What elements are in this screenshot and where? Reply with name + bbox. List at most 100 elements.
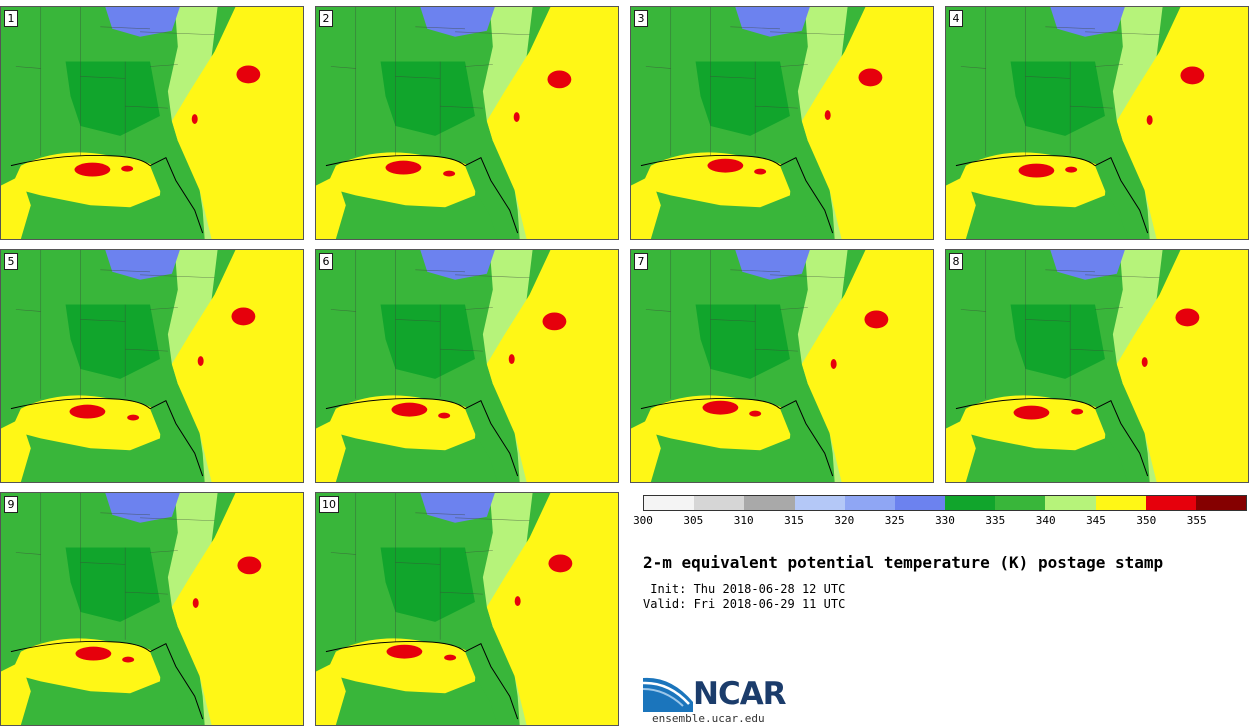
warm-gulf-region <box>10 638 162 694</box>
hot-spot <box>231 307 256 326</box>
colorbar-tick: 320 <box>834 514 855 527</box>
high-theta-e-land-region <box>1010 61 1105 136</box>
stamp-panel-1: 1 <box>0 6 304 240</box>
colorbar <box>643 495 1247 511</box>
state-border <box>149 550 178 553</box>
init-time: Init: Thu 2018-06-28 12 UTC <box>643 582 846 596</box>
warm-atlantic-region <box>171 493 303 725</box>
hot-spot <box>864 310 889 329</box>
coastline <box>779 400 834 477</box>
florida-peninsula <box>150 400 203 482</box>
florida-peninsula <box>780 400 833 482</box>
warm-southwest-region <box>946 418 976 482</box>
warm-southwest-region <box>316 175 346 239</box>
hot-spot <box>702 400 739 415</box>
state-border <box>440 348 483 352</box>
stamp-number: 9 <box>4 496 18 513</box>
state-border <box>464 550 493 553</box>
hot-spot <box>121 165 134 172</box>
gulf-coastline <box>10 154 151 167</box>
state-border <box>455 274 530 279</box>
hot-spot <box>1175 308 1200 327</box>
stamp-panel-3: 3 <box>630 6 934 240</box>
state-border <box>140 31 215 36</box>
colorbar-tick: 305 <box>683 514 704 527</box>
state-border <box>779 64 808 67</box>
coastline <box>464 400 519 477</box>
hot-spot <box>391 402 428 417</box>
state-border <box>1085 274 1160 279</box>
high-theta-e-land-region <box>695 61 790 136</box>
stamp-number: 3 <box>634 10 648 27</box>
ensemble-map <box>1 493 303 725</box>
coastline <box>464 643 519 720</box>
warm-gulf-region <box>325 152 477 208</box>
state-border <box>395 319 441 322</box>
state-border <box>440 105 483 109</box>
state-border <box>415 512 466 516</box>
ensemble-map <box>631 250 933 482</box>
stamp-panel-6: 6 <box>315 249 619 483</box>
hot-spot <box>542 312 567 331</box>
state-border <box>100 269 151 273</box>
warm-gulf-region <box>640 395 792 451</box>
state-border <box>1070 348 1113 352</box>
state-border <box>1070 105 1113 109</box>
colorbar-tick: 340 <box>1035 514 1056 527</box>
colorbar-segment <box>694 496 745 510</box>
hot-spot <box>75 646 112 661</box>
gulf-coastline <box>10 397 151 410</box>
state-border <box>464 64 493 67</box>
colorbar-tick: 330 <box>935 514 955 527</box>
warm-atlantic-region <box>1116 7 1248 239</box>
cool-region <box>420 7 495 37</box>
hot-spot <box>192 598 199 609</box>
stamp-number: 8 <box>949 253 963 270</box>
colorbar-segment <box>844 496 895 510</box>
state-border <box>730 269 781 273</box>
high-theta-e-land-region <box>65 304 160 379</box>
state-border <box>464 307 493 310</box>
high-theta-e-land-region <box>380 61 475 136</box>
colorbar-tick: 335 <box>985 514 1006 527</box>
colorbar-segment <box>1195 496 1247 510</box>
florida-peninsula <box>1095 400 1148 482</box>
colorbar-segment <box>894 496 946 510</box>
florida-peninsula <box>150 157 203 239</box>
colorbar-segment <box>644 496 695 510</box>
gulf-coastline <box>10 640 151 653</box>
ensemble-map <box>946 7 1248 239</box>
logo-url: ensemble.ucar.edu <box>652 712 765 725</box>
ensemble-map <box>1 250 303 482</box>
florida-peninsula <box>465 157 518 239</box>
ensemble-map <box>316 493 618 725</box>
state-border <box>125 591 168 595</box>
stamp-panel-2: 2 <box>315 6 619 240</box>
cool-region <box>105 250 180 280</box>
hot-spot <box>1146 115 1153 125</box>
coastline <box>149 400 204 477</box>
gulf-coastline <box>640 397 781 410</box>
coastline <box>1094 400 1149 477</box>
cool-region <box>735 250 810 280</box>
state-border <box>415 269 466 273</box>
high-theta-e-land-region <box>1010 304 1105 379</box>
cool-region <box>420 250 495 280</box>
stamp-panel-4: 4 <box>945 6 1249 240</box>
hot-spot <box>237 556 262 575</box>
state-border <box>395 76 441 79</box>
coastline <box>149 157 204 234</box>
state-border <box>80 562 126 565</box>
hot-spot <box>236 65 261 84</box>
hot-spot <box>122 656 135 663</box>
warm-southwest-region <box>1 661 31 725</box>
state-border <box>455 31 530 36</box>
cool-region <box>1050 7 1125 37</box>
hot-spot <box>824 110 831 121</box>
state-border <box>15 66 41 69</box>
high-theta-e-land-region <box>65 547 160 622</box>
state-border <box>395 562 441 565</box>
hot-spot <box>1013 405 1050 420</box>
state-border <box>330 552 356 555</box>
stamp-number: 6 <box>319 253 333 270</box>
